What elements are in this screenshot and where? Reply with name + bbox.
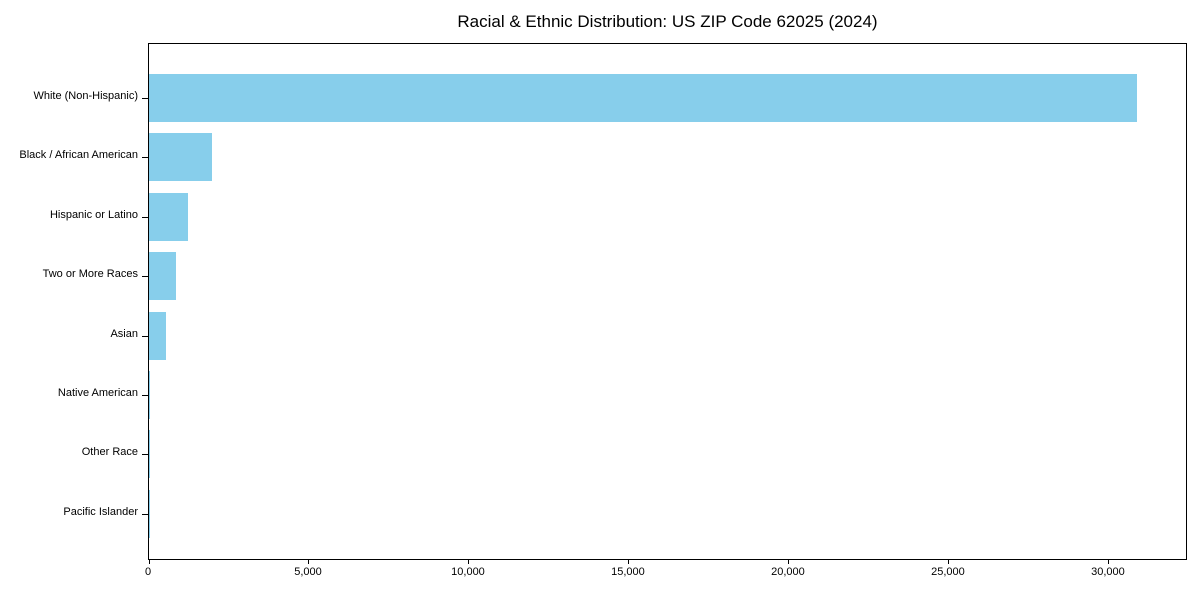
y-tick-label: White (Non-Hispanic) xyxy=(33,90,138,102)
y-tick-mark xyxy=(142,216,148,218)
y-tick-mark xyxy=(142,98,148,99)
x-tick-label: 15,000 xyxy=(611,566,645,578)
x-tick-mark xyxy=(148,559,150,564)
x-tick-label: 30,000 xyxy=(1091,566,1125,578)
x-tick-label: 5,000 xyxy=(294,566,322,578)
y-tick-mark xyxy=(142,157,148,159)
x-tick-mark xyxy=(628,559,630,564)
y-tick-label: Asian xyxy=(110,327,138,340)
x-tick-label: 25,000 xyxy=(931,566,965,578)
bar xyxy=(149,489,150,538)
y-tick-label: Native American xyxy=(57,387,138,399)
x-tick-mark xyxy=(1108,559,1110,564)
y-tick-label: Hispanic or Latino xyxy=(49,208,138,221)
y-tick-mark xyxy=(142,276,148,278)
x-tick-mark xyxy=(788,559,790,564)
bar xyxy=(149,192,189,241)
x-tick-label: 10,000 xyxy=(451,566,485,578)
y-tick-label: Two or More Races xyxy=(42,268,138,281)
bar xyxy=(149,371,151,419)
x-tick-label: 0 xyxy=(144,566,152,578)
y-tick-mark xyxy=(142,395,148,396)
y-tick-label: Pacific Islander xyxy=(63,505,138,518)
bar xyxy=(149,311,166,360)
y-tick-label: Other Race xyxy=(81,446,138,459)
bar xyxy=(149,430,150,479)
x-tick-mark xyxy=(308,559,310,564)
bar xyxy=(149,74,1137,122)
y-tick-label: Black / African American xyxy=(19,149,138,162)
y-tick-mark xyxy=(142,454,148,456)
plot-area xyxy=(142,43,1187,564)
chart-title: Racial & Ethnic Distribution: US ZIP Cod… xyxy=(457,12,878,31)
bar xyxy=(149,252,177,301)
bar xyxy=(149,133,213,182)
y-tick-mark xyxy=(142,335,148,337)
x-tick-mark xyxy=(468,559,470,564)
x-tick-mark xyxy=(948,559,950,564)
y-tick-mark xyxy=(142,513,148,515)
x-tick-label: 20,000 xyxy=(771,566,805,578)
